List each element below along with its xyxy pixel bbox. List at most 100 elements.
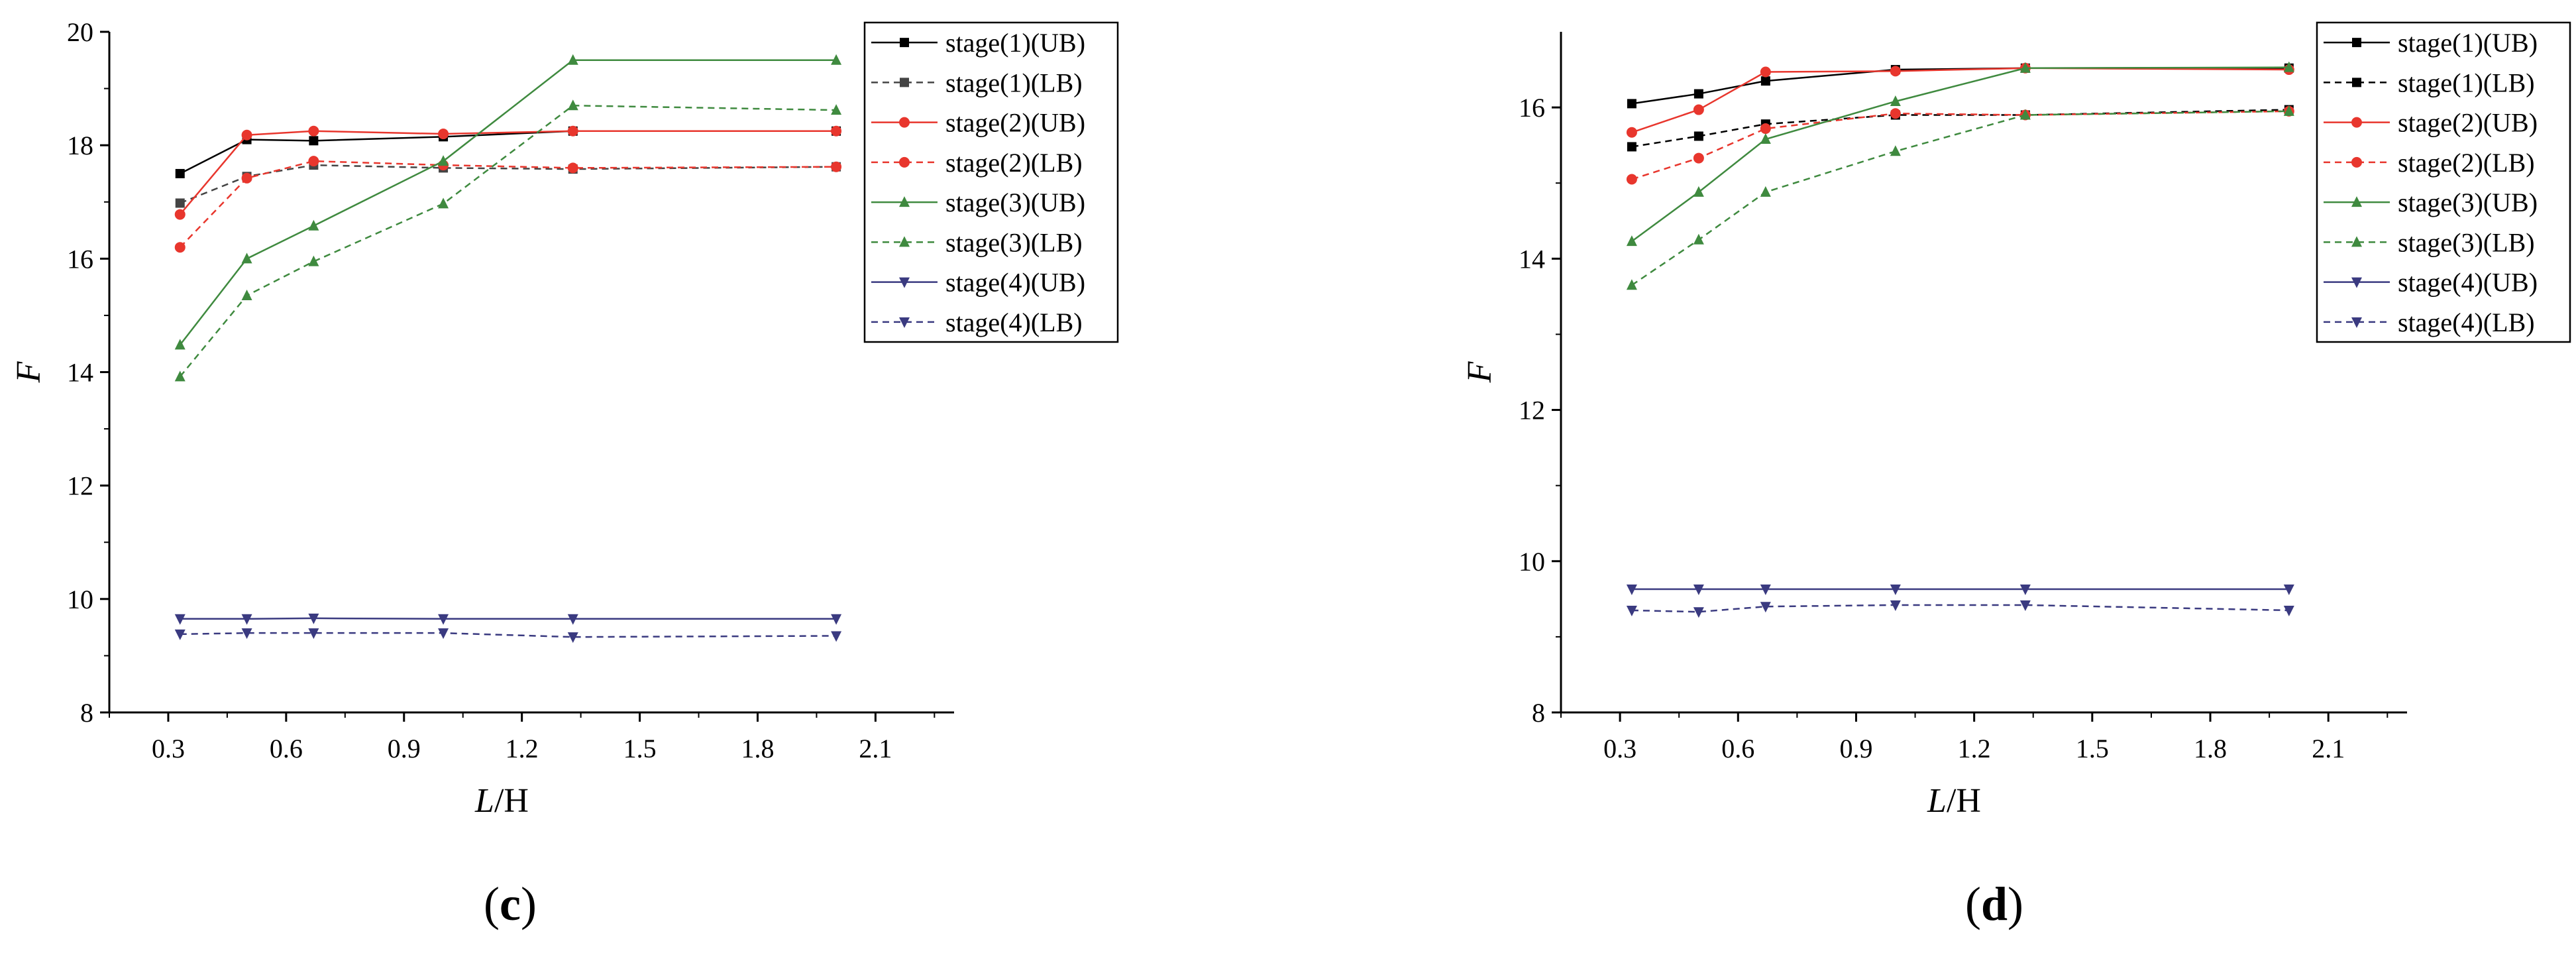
- legend-item: stage(4)(LB): [871, 308, 1083, 337]
- legend-marker: [899, 317, 910, 328]
- legend-label: stage(3)(UB): [2398, 188, 2538, 217]
- legend-item: stage(3)(UB): [2324, 188, 2538, 217]
- legend-marker: [2352, 38, 2361, 48]
- legend-label: stage(2)(LB): [2398, 148, 2535, 178]
- legend-item: stage(3)(LB): [2324, 227, 2535, 257]
- data-point: [308, 628, 319, 640]
- y-tick-label: 20: [67, 17, 93, 47]
- data-point: [831, 54, 842, 65]
- data-point: [308, 125, 319, 137]
- legend-marker: [899, 196, 910, 207]
- data-point: [174, 209, 186, 220]
- data-point: [1890, 145, 1901, 156]
- data-point: [174, 242, 186, 253]
- series-line: [1631, 110, 2289, 286]
- y-tick-label: 16: [67, 244, 93, 274]
- legend: stage(1)(UB) stage(1)(LB) stage(2)(UB) stag…: [2316, 21, 2571, 343]
- y-tick-label: 8: [1532, 698, 1545, 728]
- data-point: [831, 161, 842, 172]
- legend-label: stage(3)(LB): [2398, 227, 2535, 257]
- data-point: [1693, 186, 1704, 197]
- legend-marker: [2351, 317, 2362, 328]
- x-tick-label: 0.9: [1839, 734, 1872, 763]
- series-line: [180, 617, 837, 620]
- y-tick-label: 18: [67, 131, 93, 160]
- legend-label: stage(2)(UB): [945, 108, 1085, 138]
- data-point: [241, 289, 252, 300]
- data-point: [1693, 89, 1703, 99]
- x-tick-label: 2.1: [859, 734, 892, 763]
- data-point: [567, 125, 578, 137]
- legend-marker: [2351, 156, 2362, 168]
- legend-label: stage(1)(LB): [945, 68, 1083, 97]
- legend-label: stage(4)(LB): [945, 308, 1083, 337]
- data-point: [438, 614, 449, 625]
- y-axis-title: F: [10, 361, 48, 383]
- data-point: [1626, 279, 1637, 290]
- data-point: [174, 339, 186, 350]
- panel-label: (d): [1965, 877, 2023, 930]
- legend-item: stage(1)(LB): [2324, 68, 2535, 97]
- legend-item: stage(2)(UB): [2324, 108, 2538, 138]
- x-tick-label: 1.8: [2194, 734, 2227, 763]
- series-line: [180, 164, 837, 204]
- legend-item: stage(1)(UB): [871, 28, 1085, 58]
- y-tick-label: 16: [1519, 93, 1545, 123]
- data-point: [1626, 235, 1637, 247]
- data-point: [174, 629, 186, 640]
- data-point: [2019, 584, 2031, 595]
- legend-item: stage(3)(LB): [871, 227, 1083, 257]
- data-point: [1627, 142, 1637, 152]
- data-point: [2283, 584, 2294, 595]
- data-point: [1626, 174, 1637, 185]
- legend-marker: [900, 78, 909, 87]
- data-point: [308, 255, 319, 266]
- data-point: [2019, 600, 2031, 611]
- y-tick-label: 10: [67, 585, 93, 614]
- legend-item: stage(2)(UB): [871, 108, 1085, 138]
- data-point: [2019, 109, 2031, 120]
- legend-item: stage(4)(UB): [2324, 268, 2538, 298]
- data-point: [241, 252, 252, 264]
- y-tick-label: 14: [67, 358, 93, 388]
- legend-marker: [2351, 236, 2362, 247]
- legend-label: stage(3)(UB): [945, 188, 1085, 217]
- x-tick-label: 2.1: [2312, 734, 2345, 763]
- legend-item: stage(2)(LB): [871, 148, 1083, 178]
- x-tick-label: 0.3: [1603, 734, 1637, 763]
- legend-marker: [900, 38, 909, 48]
- data-point: [567, 162, 578, 174]
- data-point: [831, 104, 842, 115]
- panel-label-close: ): [521, 877, 537, 930]
- legend-label: stage(4)(UB): [945, 268, 1085, 298]
- series-stage-4-lb: [1626, 600, 2294, 618]
- series-line: [179, 105, 837, 378]
- series-stage-4-ub: [174, 613, 842, 625]
- panel-label-open: (: [1965, 877, 1981, 930]
- data-point: [1626, 584, 1637, 595]
- legend-label: stage(1)(LB): [2398, 68, 2535, 97]
- legend-marker: [2351, 196, 2362, 207]
- series-line: [1631, 66, 2289, 243]
- x-tick-label: 1.5: [2076, 734, 2109, 763]
- data-point: [1693, 104, 1704, 115]
- legend-box: [863, 21, 1119, 343]
- data-point: [438, 197, 449, 209]
- data-point: [567, 54, 578, 65]
- data-point: [1693, 233, 1704, 245]
- data-point: [1890, 66, 1901, 77]
- data-point: [438, 129, 449, 140]
- data-point: [1760, 123, 1771, 135]
- data-point: [241, 129, 252, 140]
- data-point: [1760, 76, 1770, 86]
- x-axis-title-rest: /H: [494, 782, 529, 820]
- x-tick-label: 0.6: [1721, 734, 1754, 763]
- x-tick-label: 0.3: [152, 734, 185, 763]
- data-point: [2283, 605, 2294, 616]
- data-point: [2019, 62, 2031, 73]
- legend-marker: [2352, 78, 2361, 87]
- data-point: [309, 136, 319, 146]
- data-point: [241, 172, 252, 184]
- panel-label: (c): [484, 877, 537, 930]
